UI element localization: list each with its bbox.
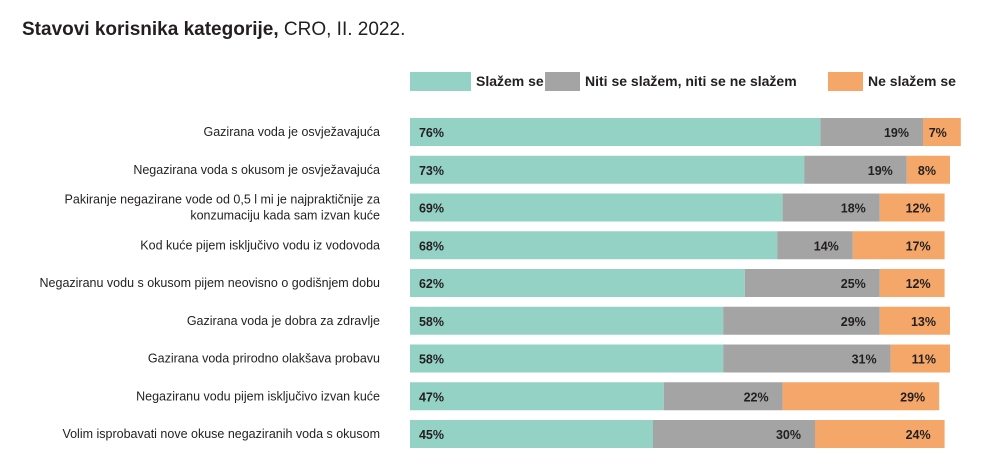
data-label-neutral: 19%	[884, 126, 909, 140]
data-label-disagree: 12%	[906, 202, 931, 216]
data-label-neutral: 31%	[852, 353, 877, 367]
legend-label-agree: Slažem se	[476, 73, 544, 89]
bar-segment-disagree	[923, 118, 961, 146]
bar-segment-disagree	[879, 193, 945, 222]
chart-title-sub: CRO, II. 2022.	[283, 19, 406, 40]
bar-segment-agree	[410, 155, 805, 184]
category-label: Gazirana voda je dobra za zdravlje	[187, 314, 380, 328]
data-label-agree: 68%	[419, 239, 444, 253]
data-label-agree: 62%	[419, 277, 444, 291]
data-label-disagree: 8%	[918, 164, 936, 178]
bar-segment-neutral	[723, 344, 891, 373]
category-label: Negazirana voda s okusom je osvježavajuć…	[133, 163, 380, 177]
bar-segment-disagree	[852, 231, 945, 260]
data-label-disagree: 29%	[900, 390, 925, 404]
data-label-neutral: 22%	[744, 390, 769, 404]
data-label-agree: 58%	[419, 315, 444, 329]
legend-label-disagree: Ne slažem se	[868, 73, 956, 89]
data-label-disagree: 13%	[911, 315, 936, 329]
category-label: Volim isprobavati nove okuse negaziranih…	[62, 427, 380, 441]
legend-swatch-disagree	[828, 72, 863, 91]
data-label-neutral: 29%	[841, 315, 866, 329]
legend-item-disagree: Ne slažem se	[828, 72, 956, 91]
legend-item-neutral: Niti se slažem, niti se ne slažem	[545, 72, 797, 91]
category-label-line: Pakiranje negazirane vode od 0,5 l mi je…	[65, 193, 381, 207]
data-label-neutral: 25%	[841, 277, 866, 291]
legend-swatch-agree	[410, 72, 471, 91]
category-label: Negaziranu vodu pijem isključivo izvan k…	[136, 389, 380, 403]
data-label-disagree: 24%	[906, 428, 931, 442]
chart-title: Stavovi korisnika kategorije, CRO, II. 2…	[22, 19, 405, 41]
category-label-line: konzumaciju kada sam izvan kuće	[190, 209, 380, 223]
legend-swatch-neutral	[545, 72, 580, 91]
data-label-agree: 58%	[419, 353, 444, 367]
bar-segment-neutral	[663, 382, 783, 411]
data-label-agree: 69%	[419, 202, 444, 216]
category-label: Pakiranje negazirane vode od 0,5 l mi je…	[65, 193, 381, 223]
data-label-neutral: 19%	[868, 164, 893, 178]
bar-segment-neutral	[782, 193, 880, 222]
bar-segment-agree	[410, 118, 821, 146]
data-label-neutral: 14%	[814, 239, 839, 253]
data-label-disagree: 11%	[912, 353, 936, 367]
data-label-neutral: 18%	[841, 202, 866, 216]
bar-segment-disagree	[879, 306, 950, 335]
bar-segment-disagree	[782, 382, 940, 411]
bar-segment-disagree	[815, 420, 945, 448]
bar-segment-neutral	[653, 420, 815, 448]
bar-segment-agree	[410, 269, 745, 297]
bar-segment-agree	[410, 231, 778, 260]
chart-title-main: Stavovi korisnika kategorije,	[22, 19, 279, 40]
data-label-disagree: 17%	[906, 239, 931, 253]
bar-segment-neutral	[777, 231, 853, 260]
bar-segment-neutral	[723, 306, 880, 335]
bar-segment-neutral	[820, 118, 923, 146]
bar-segment-agree	[410, 344, 724, 373]
bar-segment-agree	[410, 420, 653, 448]
bar-segment-agree	[410, 306, 724, 335]
bar-segment-disagree	[906, 155, 950, 184]
bar-segment-agree	[410, 193, 783, 222]
data-label-disagree: 12%	[906, 277, 931, 291]
bar-segment-disagree	[879, 269, 945, 297]
data-label-agree: 47%	[419, 390, 444, 404]
category-label: Gazirana voda je osvježavajuća	[204, 125, 381, 139]
data-label-neutral: 30%	[776, 428, 801, 442]
category-label: Negaziranu vodu s okusom pijem neovisno …	[40, 276, 381, 290]
data-label-agree: 45%	[419, 428, 444, 442]
bar-segment-neutral	[804, 155, 907, 184]
legend-item-agree: Slažem se	[410, 72, 544, 91]
bar-segment-agree	[410, 382, 664, 411]
category-label: Kod kuće pijem isključivo vodu iz vodovo…	[140, 238, 380, 252]
data-label-agree: 76%	[419, 126, 444, 140]
category-label: Gazirana voda prirodno olakšava probavu	[148, 352, 380, 366]
data-label-agree: 73%	[419, 164, 444, 178]
data-label-disagree: 7%	[929, 126, 947, 140]
bar-segment-disagree	[890, 344, 950, 373]
bar-segment-neutral	[744, 269, 880, 297]
legend-label-neutral: Niti se slažem, niti se ne slažem	[585, 73, 797, 89]
